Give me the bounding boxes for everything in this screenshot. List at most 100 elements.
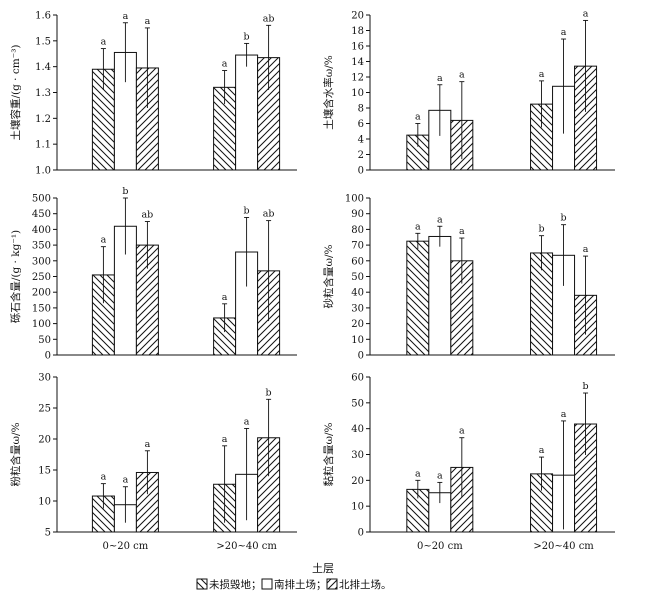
significance-letter: b <box>244 205 250 216</box>
significance-letter: a <box>222 59 228 70</box>
significance-letter: b <box>539 224 545 235</box>
y-tick-label: 10 <box>351 335 364 346</box>
y-tick-label: 10 <box>351 502 364 513</box>
significance-letter: a <box>583 8 589 19</box>
y-tick-label: 1.3 <box>35 88 51 99</box>
y-tick-label: 8 <box>358 104 364 115</box>
significance-letter: a <box>459 426 465 437</box>
y-tick-label: 40 <box>351 288 364 299</box>
legend: 未损毁地；南排土场；北排土场。 <box>196 578 392 591</box>
legend-separator: ； <box>316 579 327 591</box>
legend-swatch <box>326 578 338 590</box>
legend-separator: 。 <box>381 579 392 591</box>
y-tick-label: 50 <box>351 398 364 409</box>
legend-swatch <box>196 578 208 590</box>
y-axis-label: 粉粒含量ω/% <box>9 422 22 486</box>
legend-label: 南排土场 <box>274 578 316 591</box>
y-tick-label: 12 <box>351 73 364 84</box>
x-category-label: 0~20 cm <box>417 541 463 552</box>
y-tick-label: 4 <box>358 135 364 146</box>
y-tick-label: 1.0 <box>35 166 51 177</box>
significance-letter: a <box>459 70 465 81</box>
y-tick-label: 25 <box>38 404 51 415</box>
legend-swatch <box>261 578 273 590</box>
significance-letter: ab <box>142 210 154 221</box>
significance-letter: a <box>583 244 589 255</box>
bar <box>235 54 259 171</box>
significance-letter: b <box>122 186 128 197</box>
y-tick-label: 5 <box>45 528 51 539</box>
significance-letter: b <box>244 31 250 42</box>
significance-letter: a <box>539 69 545 80</box>
significance-letter: a <box>123 11 129 22</box>
x-category-label: >20~40 cm <box>533 541 594 552</box>
y-tick-label: 20 <box>351 476 364 487</box>
y-tick-label: 6 <box>358 119 364 130</box>
y-tick-label: 20 <box>351 11 364 22</box>
chart-panel-sand: 0 10 20 30 40 50 60 70 80 90 100 砂粒含量ω/% a b a b a a <box>322 194 615 362</box>
y-tick-label: 30 <box>38 373 51 384</box>
y-tick-label: 10 <box>351 88 364 99</box>
y-axis-label: 土壤含水率ω/% <box>322 55 335 130</box>
significance-letter: a <box>437 73 443 84</box>
significance-letter: ab <box>263 209 275 220</box>
y-tick-label: 2 <box>358 150 364 161</box>
significance-letter: a <box>539 445 545 456</box>
y-tick-label: 16 <box>351 42 364 53</box>
significance-letter: a <box>244 416 250 427</box>
y-tick-label: 20 <box>38 435 51 446</box>
chart-panel-gravel: 0 50 100 150 200 250 300 350 400 450 500 砾石含量/(g · … <box>9 186 297 362</box>
y-tick-label: 10 <box>38 497 51 508</box>
y-tick-label: 150 <box>32 303 51 314</box>
y-tick-label: 100 <box>32 319 51 330</box>
y-tick-label: 40 <box>351 424 364 435</box>
y-tick-label: 250 <box>32 272 51 283</box>
chart-panel-soil-water: 0 2 4 6 8 10 12 14 16 18 20 土壤含水率ω/% a a a a a a <box>322 8 615 177</box>
significance-letter: a <box>437 470 443 481</box>
y-tick-label: 1.5 <box>35 36 51 47</box>
y-tick-label: 0 <box>358 528 364 539</box>
significance-letter: a <box>101 37 107 48</box>
bar <box>406 240 430 356</box>
significance-letter: a <box>222 292 228 303</box>
significance-letter: a <box>145 16 151 27</box>
significance-letter: a <box>101 235 107 246</box>
significance-letter: a <box>145 439 151 450</box>
y-tick-label: 80 <box>351 225 364 236</box>
significance-letter: a <box>101 472 107 483</box>
y-tick-label: 350 <box>32 241 51 252</box>
y-tick-label: 0 <box>358 166 364 177</box>
chart-panel-clay: 0 10 20 30 40 50 60 黏粒含量ω/% 0~20 cm >20~40 cm a a a a… <box>322 373 615 552</box>
chart-panel-silt: 5 10 15 20 25 30 粉粒含量ω/% 0~20 cm >20~40 cm a a a a a b <box>9 373 297 552</box>
significance-letter: a <box>459 226 465 237</box>
x-category-label: >20~40 cm <box>216 541 277 552</box>
y-tick-label: 0 <box>45 351 51 362</box>
significance-letter: a <box>222 434 228 445</box>
y-axis-label: 砂粒含量ω/% <box>322 244 335 308</box>
y-tick-label: 15 <box>38 466 51 477</box>
significance-letter: a <box>415 112 421 123</box>
y-tick-label: 100 <box>345 194 364 205</box>
significance-letter: a <box>561 27 567 38</box>
y-tick-label: 14 <box>351 57 364 68</box>
legend-label: 未损毁地 <box>209 578 251 591</box>
y-axis-label: 黏粒含量ω/% <box>322 422 335 486</box>
y-tick-label: 70 <box>351 241 364 252</box>
significance-letter: a <box>415 468 421 479</box>
y-tick-label: 60 <box>351 373 364 384</box>
y-tick-label: 30 <box>351 303 364 314</box>
y-tick-label: 50 <box>351 272 364 283</box>
y-tick-label: 500 <box>32 194 51 205</box>
y-tick-label: 300 <box>32 256 51 267</box>
y-tick-label: 50 <box>38 335 51 346</box>
significance-letter: a <box>561 409 567 420</box>
figure-x-axis-label: 土层 <box>312 562 334 575</box>
bar <box>428 235 452 356</box>
significance-letter: ab <box>263 13 275 24</box>
y-tick-label: 30 <box>351 450 364 461</box>
y-axis-label: 砾石含量/(g · kg⁻¹) <box>9 230 22 323</box>
y-tick-label: 1.2 <box>35 114 51 125</box>
y-tick-label: 200 <box>32 288 51 299</box>
